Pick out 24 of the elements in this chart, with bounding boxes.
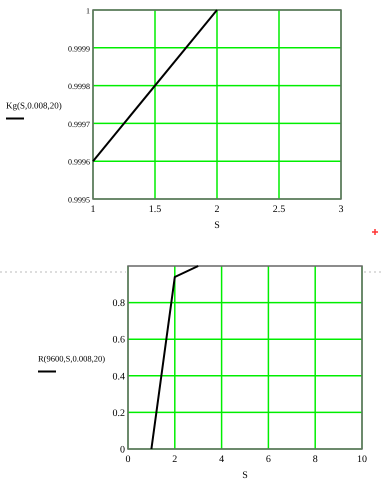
y-tick-label: 0.9998 <box>68 82 90 92</box>
x-tick-label: 2.5 <box>272 204 286 215</box>
x-tick-label: 2 <box>172 454 178 465</box>
x-axis-title: S <box>214 220 220 231</box>
y-tick-label: 0.8 <box>112 298 125 310</box>
x-tick-label: 6 <box>266 454 271 465</box>
y-tick-label: 0.9997 <box>68 120 90 129</box>
y-tick-label: 1 <box>86 6 90 16</box>
y-tick-label: 0.4 <box>112 371 125 382</box>
y-tick-label: 0.6 <box>112 334 125 346</box>
y-tick-label: 0.2 <box>112 408 125 419</box>
x-tick-label: 3 <box>338 204 344 215</box>
x-tick-label: 10 <box>357 454 367 465</box>
x-tick-label: 2 <box>214 204 220 215</box>
y-tick-label: 0.9995 <box>68 196 90 204</box>
x-tick-label: 8 <box>312 454 318 465</box>
y-tick-label: 0 <box>120 444 125 456</box>
x-axis-title: S <box>242 470 248 480</box>
y-tick-label: 0.9996 <box>68 158 90 167</box>
y-tick-label: 0.9999 <box>68 44 90 54</box>
text: Kg(S,0.008,20) <box>6 100 62 110</box>
x-tick-label: 4 <box>219 454 224 465</box>
text: R(9600,S,0.008,20) <box>38 354 106 364</box>
x-tick-label: 1.5 <box>148 204 162 215</box>
